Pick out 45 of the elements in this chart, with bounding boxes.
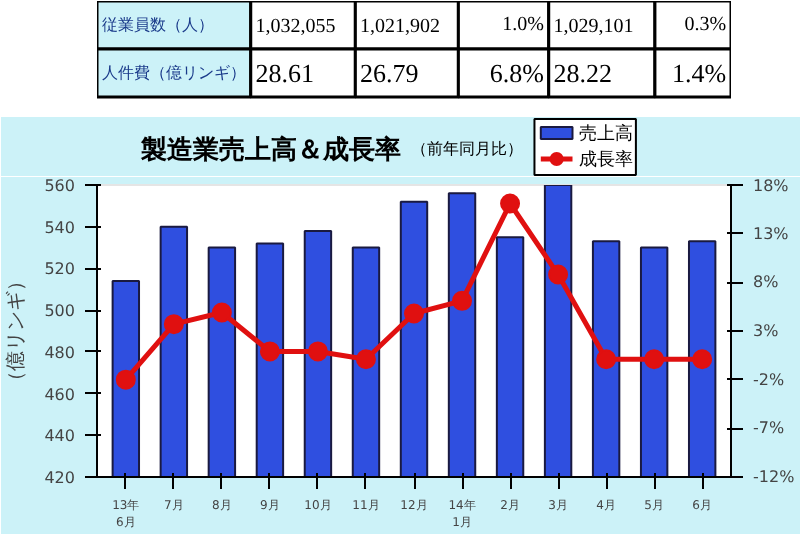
text: 6.8%	[489, 58, 545, 88]
text: 1,021,902	[360, 16, 441, 38]
point	[548, 264, 569, 285]
legend-label: 売上高	[578, 123, 633, 143]
text: 1.4%	[672, 58, 727, 88]
chart-title: 製造業売上高＆成長率	[139, 134, 402, 164]
text: 28.61	[255, 58, 314, 88]
point	[307, 341, 328, 362]
point	[404, 303, 424, 324]
point	[452, 290, 473, 311]
text: 28.22	[553, 58, 612, 88]
point	[355, 349, 376, 370]
y-tick-label: 480	[44, 343, 76, 362]
text: 従業員数（人）	[101, 16, 214, 34]
y2-tick-label: 13%	[753, 224, 790, 243]
y-tick-label: 560	[44, 177, 76, 195]
text: 人件費（億リンギ）	[101, 64, 246, 82]
text: 1.0%	[502, 14, 544, 36]
point	[115, 369, 136, 390]
point	[500, 193, 521, 214]
y-tick-label: 540	[44, 218, 76, 237]
y-tick-label: 440	[44, 427, 76, 446]
y2-tick-label: -2%	[753, 370, 785, 389]
y2-tick-label: -7%	[753, 419, 785, 438]
point	[211, 302, 232, 323]
y-tick-label: 520	[44, 260, 76, 279]
text: 0.3%	[684, 14, 727, 36]
point	[692, 349, 713, 370]
text: 1,029,101	[553, 16, 634, 38]
y-tick-label: 460	[44, 385, 76, 404]
y2-tick-label: 3%	[753, 322, 780, 340]
y-axis-title: （億リンギ）	[4, 271, 29, 391]
legend-label: 成長率	[578, 149, 633, 169]
text: 26.79	[360, 58, 419, 88]
point	[644, 349, 665, 370]
y2-tick-label: 8%	[753, 273, 780, 292]
point	[596, 349, 617, 370]
y2-tick-label: 18%	[753, 177, 790, 195]
point	[259, 341, 280, 362]
y2-tick-label: -12%	[753, 468, 796, 486]
chart-subtitle: （前年同月比）	[410, 140, 523, 158]
y-tick-label: 500	[44, 302, 76, 321]
point	[163, 314, 184, 335]
y-tick-label: 420	[44, 469, 76, 487]
text: 1,032,055	[255, 16, 336, 38]
